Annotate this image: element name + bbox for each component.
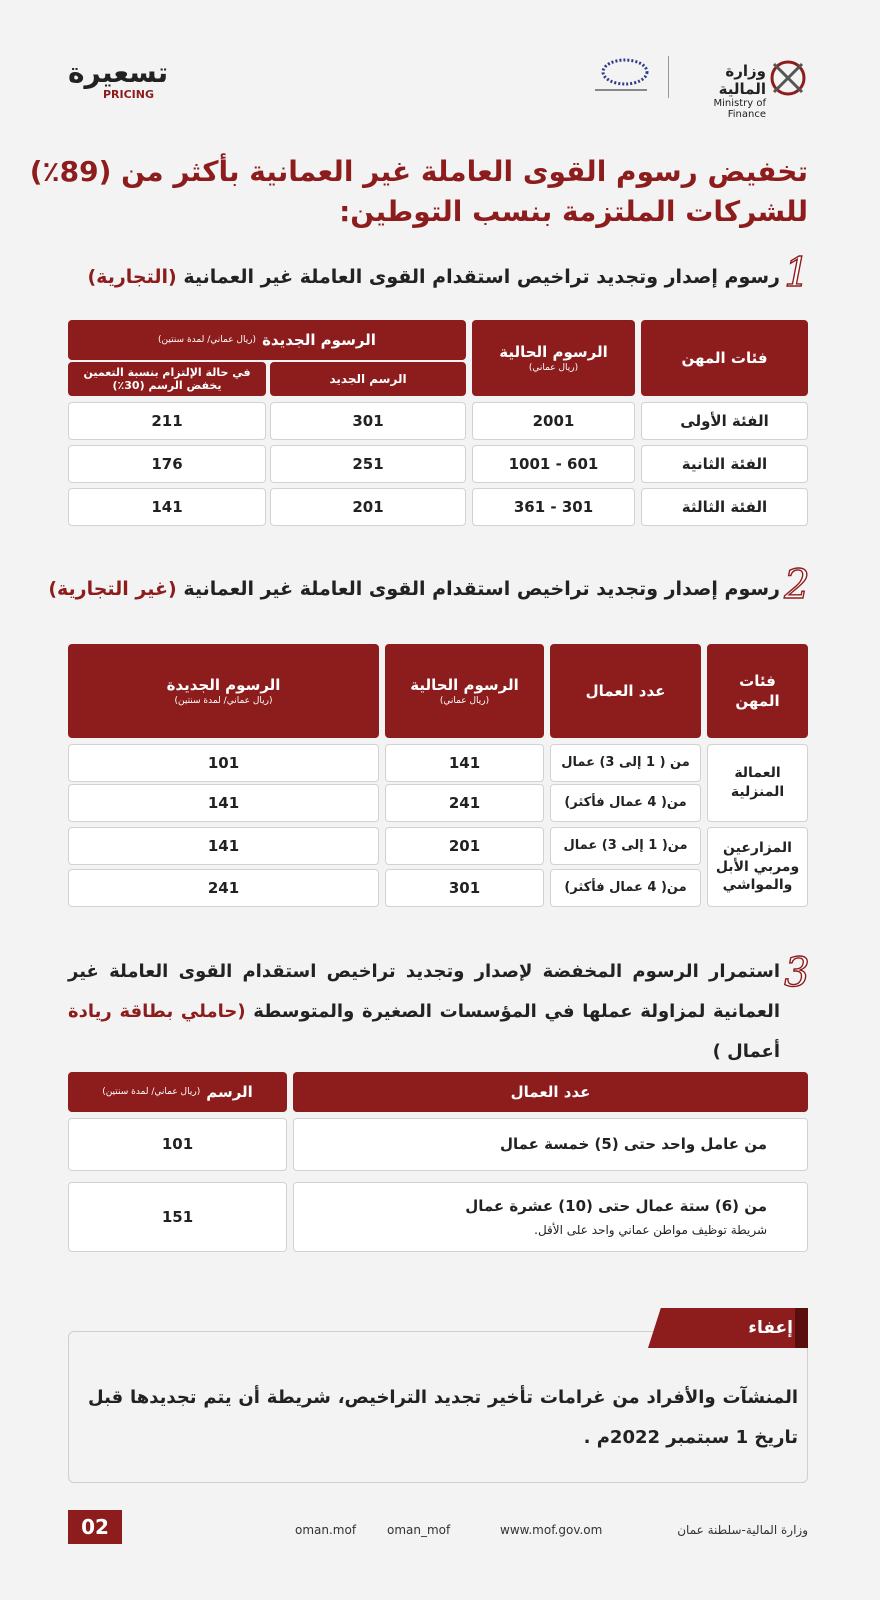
table-cell: من( 1 إلى 3) عمال: [550, 827, 701, 865]
table-cell: الفئة الثالثة: [641, 488, 808, 526]
title-line: تخفيض رسوم القوى العاملة غير العمانية بأ…: [29, 155, 808, 188]
table-cell: 241: [68, 869, 379, 907]
table-cell: 2001: [472, 402, 635, 440]
ministry-text: وزارة المالية Ministry of Finance: [676, 62, 767, 120]
table-header: الرسوم الجديدة (ريال عماني/ لمدة سنتين): [68, 320, 466, 360]
tab-stripe: [795, 1308, 808, 1348]
header-unit: (ريال عماني/ لمدة سنتين): [158, 334, 257, 345]
table-cell: 176: [68, 445, 266, 483]
table-cell: 141: [68, 784, 379, 822]
ministry-ar: وزارة المالية: [718, 62, 766, 98]
group-cell: المزارعين ومربي الأبل والمواشي: [707, 827, 808, 907]
table-cell: 141: [68, 488, 266, 526]
header-text: الرسوم الجديدة: [166, 675, 281, 694]
section-number: 2: [784, 561, 811, 608]
heading-text: رسوم إصدار وتجديد تراخيص استقدام القوى ا…: [183, 266, 780, 288]
table-cell: 1001 - 601: [472, 445, 635, 483]
header-unit: (ريال عماني/ لمدة سنتين): [102, 1086, 201, 1097]
header-unit: (ريال عماني): [439, 696, 490, 707]
table-cell: 241: [385, 784, 544, 822]
table-cell: 101: [68, 1118, 287, 1171]
table-cell: 151: [68, 1182, 287, 1252]
table-cell: 301: [270, 402, 466, 440]
cell-note: شريطة توظيف مواطن عماني واحد على الأقل.: [534, 1223, 767, 1238]
exemption-text: المنشآت والأفراد من غرامات تأخير تجديد ا…: [88, 1387, 798, 1448]
header-unit: (ريال عماني): [528, 363, 579, 374]
paragraph-text: استمرار الرسوم المخفضة لإصدار وتجديد ترا…: [68, 961, 780, 1022]
table-header: عدد العمال: [550, 644, 701, 738]
section-number: 1: [784, 249, 811, 296]
table-cell: 251: [270, 445, 466, 483]
footer-item[interactable]: www.mof.gov.om: [500, 1523, 603, 1537]
table-cell: 201: [270, 488, 466, 526]
table-header: عدد العمال: [293, 1072, 808, 1112]
divider: [668, 56, 669, 98]
table-header: الرسوم الحالية (ريال عماني): [472, 320, 635, 396]
header-text: الرسم: [206, 1082, 253, 1101]
section-number: 3: [784, 949, 811, 996]
table-cell: 301: [385, 869, 544, 907]
header-text: الرسوم الجديدة: [262, 330, 376, 349]
ministry-en: Ministry of Finance: [713, 98, 767, 120]
exemption-title: إعفاء: [648, 1308, 808, 1348]
paragraph-text: أعمال ): [712, 1041, 780, 1062]
table-cell: من (6) ستة عمال حتى (10) عشرة عمال شريطة…: [293, 1182, 808, 1252]
table-header: فئات المهن: [707, 644, 808, 738]
table-cell: 101: [68, 744, 379, 782]
vision-logo: [595, 58, 649, 91]
title-line: للشركات الملتزمة بنسب التوطين:: [339, 195, 808, 228]
table-cell: الفئة الأولى: [641, 402, 808, 440]
section-paragraph: استمرار الرسوم المخفضة لإصدار وتجديد ترا…: [68, 952, 780, 1072]
table-header: الرسوم الحالية (ريال عماني): [385, 644, 544, 738]
footer-item[interactable]: oman.mof: [295, 1523, 357, 1537]
table-subheader: الرسم الجديد: [270, 362, 466, 396]
table-cell: 361 - 301: [472, 488, 635, 526]
table-cell: 201: [385, 827, 544, 865]
table-subheader: في حالة الإلتزام بنسبة التعمين يخفض الرس…: [68, 362, 266, 396]
table-cell: 211: [68, 402, 266, 440]
table-cell: 141: [68, 827, 379, 865]
title: تخفيض رسوم القوى العاملة غير العمانية بأ…: [30, 152, 808, 232]
header-text: الرسوم الحالية: [499, 342, 608, 361]
table-cell: من( 4 عمال فأكثر): [550, 869, 701, 907]
cell-text: من (6) ستة عمال حتى (10) عشرة عمال: [465, 1196, 767, 1215]
table-cell: من عامل واحد حتى (5) خمسة عمال: [293, 1118, 808, 1171]
table-header: الرسم (ريال عماني/ لمدة سنتين): [68, 1072, 287, 1112]
header-text: الرسوم الحالية: [410, 675, 519, 694]
brand-logo: تسعيرة PRICING: [68, 56, 169, 102]
group-cell: العمالة المنزلية: [707, 744, 808, 822]
table-cell: من ( 1 إلى 3) عمال: [550, 744, 701, 782]
heading-text: رسوم إصدار وتجديد تراخيص استقدام القوى ا…: [183, 578, 780, 600]
table-header: فئات المهن: [641, 320, 808, 396]
brand-sub: PRICING: [102, 88, 154, 101]
heading-highlight: (التجارية): [87, 266, 177, 288]
table-cell: من( 4 عمال فأكثر): [550, 784, 701, 822]
exemption-box: [68, 1331, 808, 1483]
footer-item[interactable]: oman_mof: [387, 1523, 451, 1537]
heading-highlight: (غير التجارية): [48, 578, 177, 600]
table-cell: 141: [385, 744, 544, 782]
paragraph-highlight: (حاملي بطاقة ريادة: [68, 1001, 246, 1022]
footer-item: وزارة المالية-سلطنة عمان: [677, 1523, 808, 1537]
table-header: الرسوم الجديدة (ريال عماني/ لمدة سنتين): [68, 644, 379, 738]
section-heading: رسوم إصدار وتجديد تراخيص استقدام القوى ا…: [87, 266, 780, 288]
page-number: 02: [68, 1510, 122, 1544]
brand-name: تسعيرة: [68, 56, 169, 89]
header-unit: (ريال عماني/ لمدة سنتين): [174, 696, 273, 707]
emblem: [770, 60, 806, 96]
section-heading: رسوم إصدار وتجديد تراخيص استقدام القوى ا…: [48, 578, 780, 600]
table-cell: الفئة الثانية: [641, 445, 808, 483]
